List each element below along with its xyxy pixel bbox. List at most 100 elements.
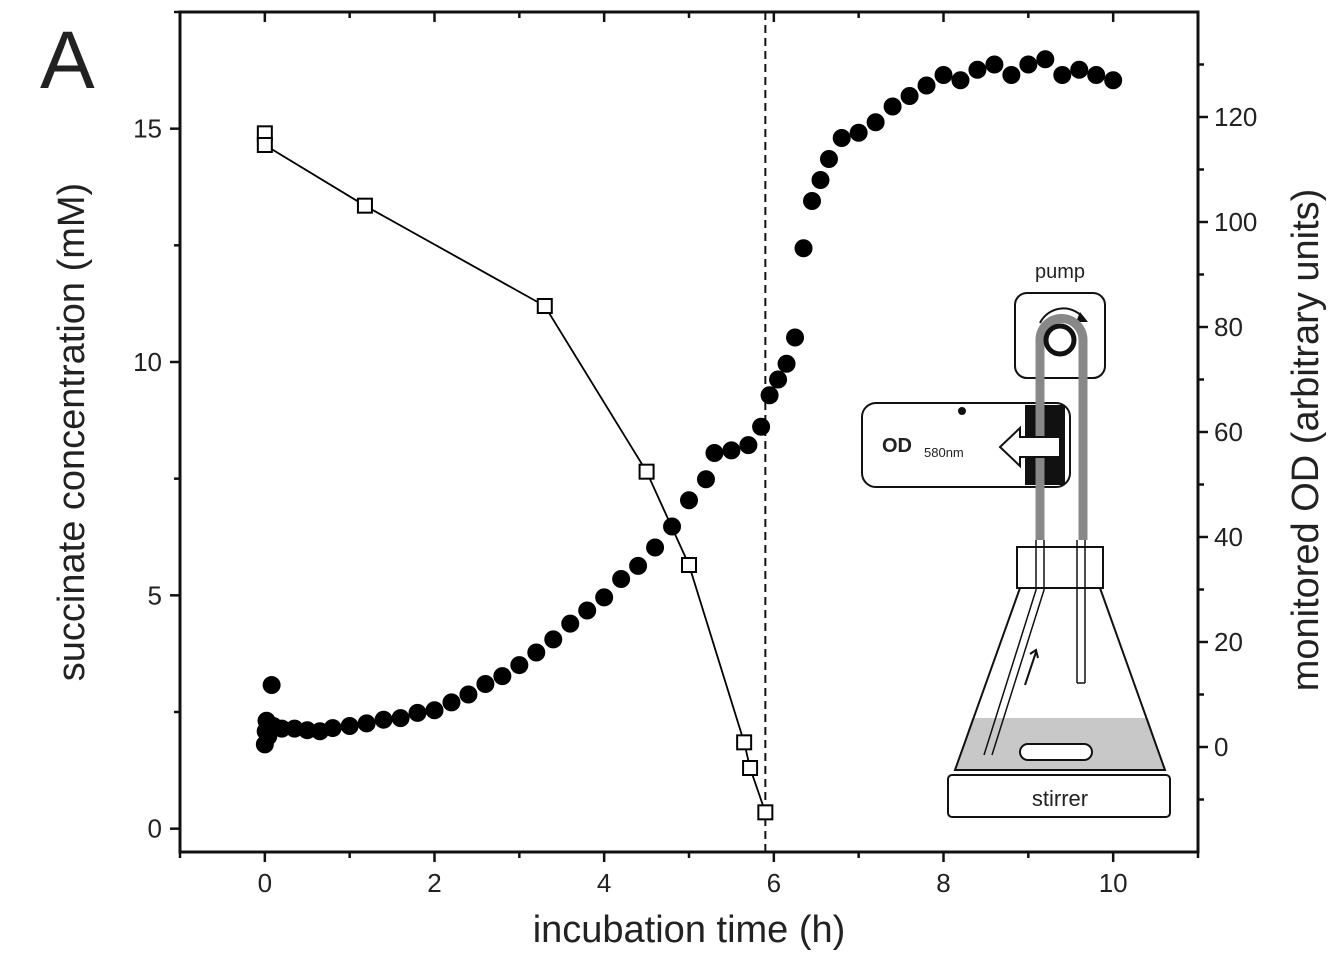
flow-arrow [1024, 648, 1039, 686]
pump-arrow-head [1076, 312, 1088, 322]
outlet-tube [1076, 540, 1086, 684]
od-point [803, 192, 822, 210]
succinate-point [536, 298, 553, 314]
stir-bar [1019, 743, 1093, 761]
od-point [527, 643, 546, 662]
flask [953, 587, 1167, 771]
od-point [357, 714, 376, 733]
od-point [819, 150, 838, 168]
od-point [510, 656, 529, 675]
od-point [459, 685, 478, 704]
stirrer-label: stirrer [1032, 786, 1088, 811]
x-tick-label: 4 [597, 868, 611, 898]
od-box [861, 402, 1071, 488]
od-point [752, 417, 771, 436]
y2-tick-label: 60 [1214, 417, 1243, 447]
od-point [1104, 71, 1123, 90]
od-point [680, 491, 698, 510]
od-point [1070, 60, 1089, 79]
x-axis-label: incubation time (h) [533, 909, 846, 951]
od-point [849, 123, 868, 142]
od-point [985, 55, 1004, 74]
od-arrow [998, 425, 1061, 469]
od-point [722, 441, 741, 460]
od-point [760, 386, 779, 405]
od-point [900, 87, 919, 105]
x-tick-label: 2 [427, 868, 441, 898]
succinate-point [742, 760, 759, 776]
od-wavelength: 580nm [924, 445, 964, 460]
od-point [476, 675, 495, 693]
od-point [1087, 66, 1106, 84]
inset-diagram: OD 580nm pump stirrer [861, 261, 1171, 818]
od-point [769, 370, 788, 389]
pump-rotor [1043, 323, 1077, 357]
tube [1035, 314, 1088, 341]
y-tick-label: 10 [133, 347, 162, 377]
x-tick-label: 0 [258, 868, 272, 898]
y2-tick-label: 20 [1214, 627, 1243, 657]
od-point [612, 570, 631, 588]
y-tick-label: 0 [148, 814, 162, 844]
succinate-point [681, 557, 697, 573]
pump-label: pump [1035, 261, 1085, 283]
succinate-point [356, 197, 373, 214]
od-point [561, 614, 580, 633]
y2-tick-label: 100 [1214, 207, 1257, 237]
od-point [374, 710, 393, 729]
od-point [663, 517, 682, 536]
od-point [323, 719, 342, 738]
od-label: OD [882, 435, 912, 457]
stirrer-box [947, 774, 1171, 818]
succinate-point [757, 804, 774, 821]
od-point [934, 66, 953, 84]
od-point [578, 601, 597, 620]
od-point [262, 676, 281, 695]
od-point [968, 60, 987, 79]
od-point [646, 538, 665, 557]
plot-marks [255, 12, 1123, 852]
succinate-point [638, 463, 655, 480]
od-point [425, 701, 444, 720]
od-point [811, 171, 830, 189]
series-line [263, 133, 767, 813]
od-point [883, 97, 902, 116]
y2-tick-label: 0 [1214, 732, 1228, 762]
od-point [705, 444, 724, 462]
od-point [1002, 66, 1021, 84]
y2-axis-label: monitored OD (arbitrary units) [1285, 189, 1327, 692]
od-point [777, 354, 796, 373]
y-axis-label: succinate concentration (mM) [51, 183, 93, 681]
od-point [739, 436, 758, 455]
od-point [408, 703, 427, 722]
od-point [832, 129, 851, 147]
x-tick-label: 6 [767, 868, 781, 898]
od-point [544, 630, 563, 649]
od-point [1036, 50, 1055, 69]
y2-tick-label: 40 [1214, 522, 1243, 552]
od-point [1019, 55, 1038, 74]
od-point [629, 556, 648, 575]
od-point [696, 470, 715, 489]
panel-label: A [40, 15, 95, 106]
od-point [272, 719, 291, 738]
od-point [866, 113, 885, 132]
succinate-point [736, 734, 753, 751]
od-point [340, 717, 359, 735]
y-tick-label: 5 [148, 580, 162, 610]
od-point [794, 239, 813, 258]
inlet-tube [983, 540, 1045, 756]
od-point [951, 71, 970, 90]
succinate-point [256, 137, 273, 153]
y2-tick-label: 80 [1214, 312, 1243, 342]
od-point [493, 667, 512, 686]
stopper [1016, 546, 1104, 589]
x-tick-label: 8 [936, 868, 950, 898]
od-point [1053, 66, 1072, 84]
x-tick-label: 10 [1099, 868, 1128, 898]
od-dot [958, 407, 966, 415]
od-point [917, 76, 936, 95]
od-point [391, 709, 410, 728]
od-point [595, 588, 614, 607]
od-point [442, 693, 461, 712]
